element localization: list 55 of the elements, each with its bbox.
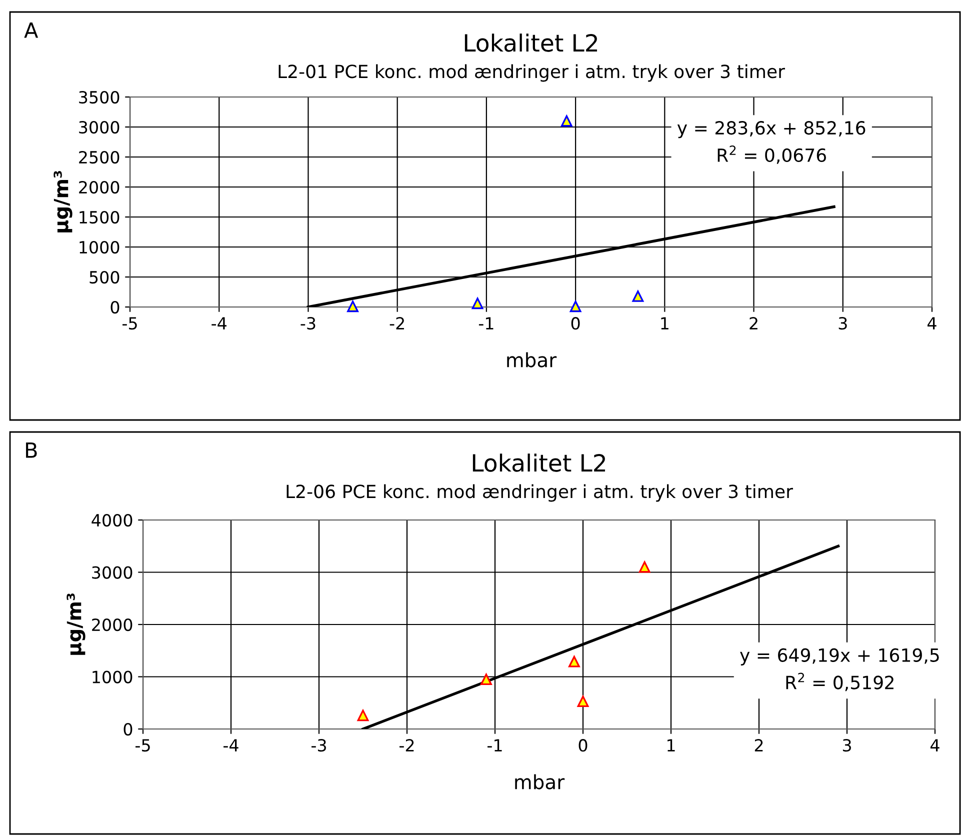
y-tick-label: 4000 <box>92 514 132 527</box>
chart-title: Lokalitet L2 <box>464 34 598 52</box>
x-tick-label: -4 <box>224 739 238 752</box>
x-tick-label: -1 <box>488 739 502 752</box>
x-tick-label: -5 <box>136 739 150 752</box>
point <box>568 656 580 668</box>
point <box>472 298 484 310</box>
x-tick-label: 1 <box>668 739 675 752</box>
point <box>570 300 582 312</box>
x-tick-label: -1 <box>478 317 494 330</box>
x-tick-label: -4 <box>212 317 226 330</box>
x-tick-label: 0 <box>578 739 588 752</box>
text: B <box>26 442 37 458</box>
y-tick-label: 2000 <box>92 618 132 632</box>
chart-title: Lokalitet L2 <box>472 454 606 472</box>
text: A <box>24 22 38 38</box>
point <box>632 290 644 302</box>
point <box>480 674 492 686</box>
x-tick-label: 4 <box>928 317 936 330</box>
annotation: y = 283,6x + 852,16 R$^{2}$ = 0,0676 <box>677 121 866 164</box>
x-axis-title: mbar <box>515 774 565 790</box>
y-tick-label: 2000 <box>79 180 120 194</box>
chart-subtitle: L2-06 PCE konc. mod ændringer i atm. tryk over 3 timer <box>286 484 794 502</box>
y-tick-label: 3500 <box>79 90 120 104</box>
y-tick-label: 1000 <box>92 670 132 684</box>
point <box>347 300 358 312</box>
point <box>577 696 589 708</box>
x-tick-label: 3 <box>842 739 851 752</box>
y-tick-label: 3000 <box>92 566 132 579</box>
y-tick-label: 0 <box>124 722 132 736</box>
y-axis-title: µg/m³ <box>54 171 72 232</box>
y-tick-label: 1500 <box>80 210 120 224</box>
x-tick-label: 1 <box>661 317 668 330</box>
x-tick-label: -2 <box>390 317 404 330</box>
y-axis-title: µg/m³ <box>66 594 86 655</box>
x-tick-label: -3 <box>312 739 326 752</box>
x-tick-label: 3 <box>838 317 847 330</box>
point <box>560 115 572 127</box>
x-tick-label: 0 <box>571 317 580 330</box>
x-tick-label: 2 <box>750 317 758 330</box>
x-tick-label: -3 <box>300 317 316 330</box>
x-tick-label: 2 <box>754 739 763 752</box>
x-tick-label: 4 <box>930 739 940 752</box>
y-tick-label: 0 <box>110 300 120 314</box>
y-tick-label: 1000 <box>80 240 120 254</box>
y-tick-label: 2500 <box>79 150 120 164</box>
y-tick-label: 3000 <box>79 120 120 134</box>
annotation: y = 649,19x + 1619,5 R$^{2}$ = 0,5192 <box>740 648 939 692</box>
point <box>638 561 650 573</box>
x-tick-label: -2 <box>400 739 414 752</box>
y-tick-label: 500 <box>90 270 120 284</box>
x-axis-title: mbar <box>507 352 557 368</box>
chart-subtitle: L2-01 PCE konc. mod ændringer i atm. tryk over 3 timer <box>278 64 786 82</box>
x-tick-label: -5 <box>122 317 137 330</box>
point <box>357 710 369 722</box>
